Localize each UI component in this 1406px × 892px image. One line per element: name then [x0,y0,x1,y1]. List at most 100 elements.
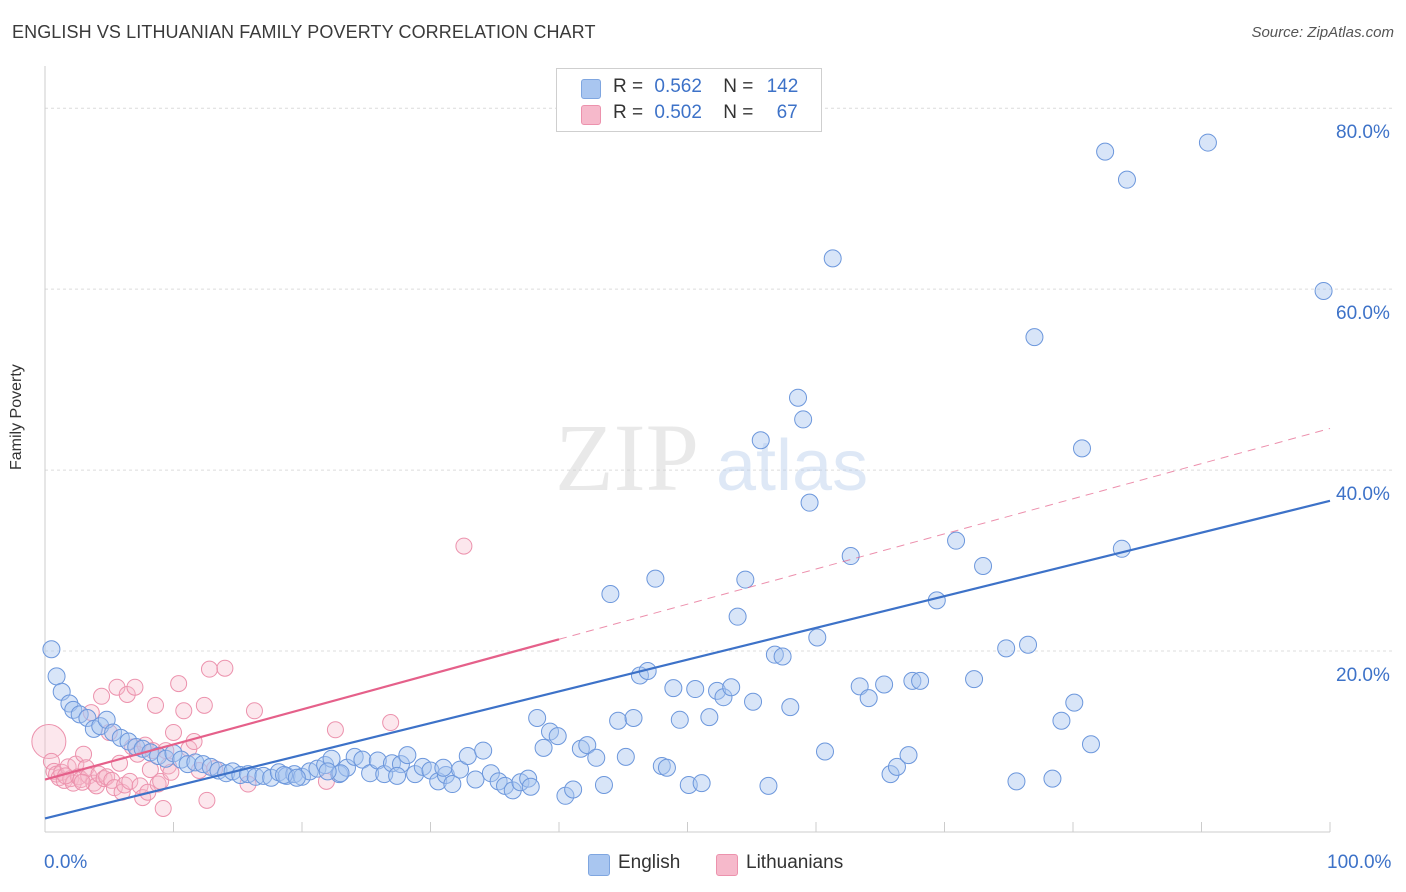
english-point [765,645,784,664]
english-point [881,765,900,784]
lithuanians-point [200,660,218,678]
english-point [436,766,455,784]
lithuanians-point [121,772,139,790]
lithuanians-point [93,687,111,705]
english-point [353,750,372,769]
axes [44,66,1331,833]
english-point [692,774,711,793]
english-point [474,741,493,760]
n-value-lithuanians: 67 [776,102,798,123]
english-point [564,780,583,799]
x-tick-min: 0.0% [44,852,88,873]
english-point [172,750,191,769]
english-point [722,678,741,697]
lithuanians-point [382,714,400,732]
english-point [700,708,719,727]
english-point [794,410,813,429]
english-point [911,671,930,690]
english-swatch [581,79,601,99]
english-point [1043,769,1062,788]
english-point [64,700,83,719]
english-point [1198,133,1217,152]
english-point [47,667,66,686]
english-point [808,628,827,647]
y-tick-label: 60.0% [1336,303,1390,325]
english-point [406,765,425,784]
english-point [736,570,755,589]
english-point [686,680,705,699]
r-value-lithuanians: 0.502 [654,102,702,123]
watermark: ZIP atlas [555,404,868,511]
english-point [391,755,410,774]
english-point [556,786,575,805]
english-point [521,777,540,796]
english-point [246,767,265,786]
english-point [616,747,635,766]
english-point [708,681,727,700]
lithuanians-legend-swatch [716,854,738,876]
english-point [714,688,733,707]
english-point [489,772,508,791]
english-point [434,758,453,777]
english-point [728,607,747,626]
english-point [330,765,349,784]
english-point [947,531,966,550]
lithuanians-point [245,702,263,720]
source-label: Source: ZipAtlas.com [1251,24,1394,41]
english-point [178,755,197,774]
lithuanians-point [126,678,144,696]
english-point [42,640,61,659]
english-point [548,727,567,746]
english-point [974,557,993,575]
lithuanians-trend-extension [558,427,1331,640]
english-point [318,762,337,781]
english-point [800,493,819,512]
y-axis-label: Family Poverty [8,364,25,470]
chart-title: ENGLISH VS LITHUANIAN FAMILY POVERTY COR… [12,22,596,42]
lithuanians-swatch [581,105,601,125]
english-point [587,748,606,767]
english-point [1007,772,1026,791]
n-label: N = [723,76,754,97]
english-point [429,772,448,791]
english-point [875,675,894,694]
english-point [823,249,842,268]
lithuanians-point [170,675,188,693]
english-point [609,711,628,730]
lithuanians-point [73,773,91,791]
lithuanians-point [455,537,473,555]
lithuanians-point [75,745,93,763]
english-point [903,671,922,690]
english-point [388,766,407,785]
r-label: R = [613,76,644,97]
stats-legend: R = 0.562 N = 142 R = 0.502 N = 67 [556,68,822,132]
english-point [781,698,800,717]
english-point [773,647,792,666]
trend-lines [44,427,1331,820]
english-point [887,757,906,776]
english-point [1065,693,1084,712]
english-point [841,547,860,566]
lithuanians-point [326,721,344,739]
watermark-atlas: atlas [716,426,868,506]
r-value-english: 0.562 [654,76,702,97]
english-point [965,670,984,689]
english-point [578,736,597,755]
lithuanians-points [31,537,473,817]
english-point [624,709,643,727]
lithuanians-point [216,659,234,677]
english-point [815,742,834,761]
english-point [657,758,676,777]
lithuanians-point [154,799,172,817]
lithuanians-point [239,775,257,793]
english-point [1096,142,1115,161]
english-point [789,388,808,407]
english-point [899,746,918,765]
english-point [254,766,273,785]
lithuanians-point [141,761,159,779]
english-point [534,738,553,757]
n-value-english: 142 [766,76,799,97]
english-point [664,679,683,698]
english-legend-label: English [618,852,681,873]
